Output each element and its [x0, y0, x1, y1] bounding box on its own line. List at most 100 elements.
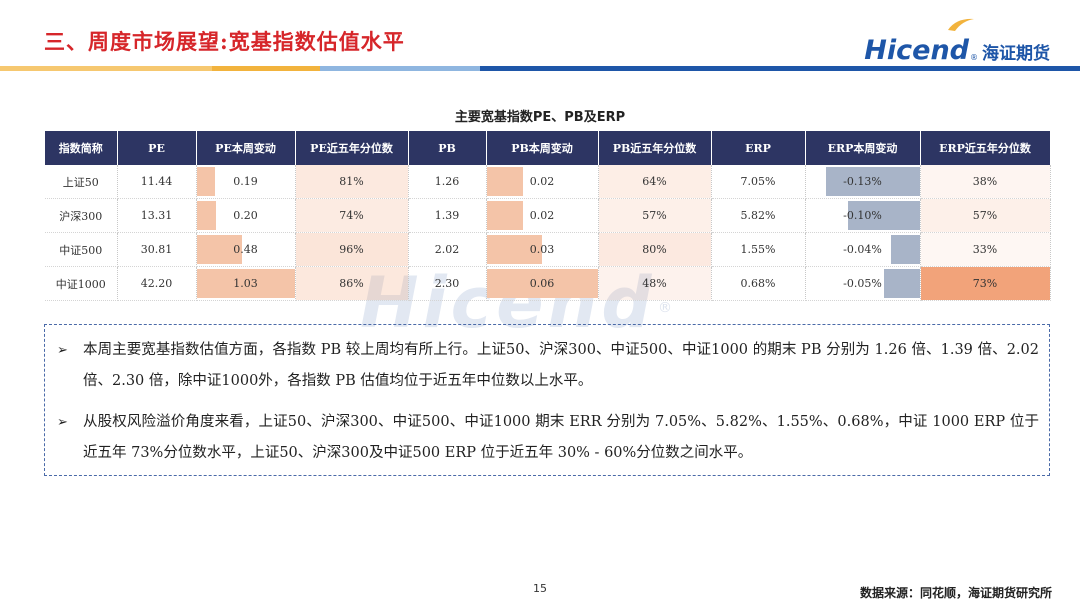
cell-name-text: 中证500 [59, 243, 103, 257]
cell-name: 中证500 [45, 232, 118, 267]
col-header-erp: ERP [711, 131, 806, 165]
erp-change-bar [826, 167, 920, 196]
cell-pe-text: 30.81 [140, 243, 173, 256]
watermark-registered-icon: ® [658, 300, 672, 316]
cell-pe-percentile: 74% [295, 198, 409, 233]
table-row: 中证500 30.81 0.48 96% 2.02 0.03 80% 1.55% -0.04% 3… [45, 232, 1051, 267]
cell-name-text: 上证50 [62, 175, 99, 189]
pb-change-bar [486, 167, 524, 196]
cell-erp-change: -0.10% [805, 198, 921, 233]
cell-erp-percentile: 73% [920, 266, 1051, 301]
cell-erp-percentile: 57% [920, 198, 1051, 233]
header-bar-blue-light [320, 66, 480, 71]
logo-cn-text: 海证期货 [982, 43, 1050, 64]
pe-change-bar [196, 201, 216, 230]
table-header-row: 指数简称 PE PE本周变动 PE近五年分位数 PB PB本周变动 PB近五年分… [45, 131, 1051, 165]
cell-pe-change-text: 0.48 [233, 243, 258, 256]
cell-pe-change-text: 1.03 [233, 277, 258, 290]
col-header-pe: PE [117, 131, 197, 165]
cell-pb-text: 2.02 [434, 243, 460, 256]
cell-erp-text: 0.68% [740, 277, 776, 290]
cell-pe-text: 11.44 [140, 175, 173, 188]
cell-pe-text: 42.20 [140, 277, 173, 290]
cell-pb-percentile-text: 64% [642, 175, 667, 188]
cell-erp-change-text: -0.10% [843, 209, 882, 222]
cell-name: 中证1000 [45, 266, 118, 301]
cell-erp-percentile-text: 38% [972, 175, 998, 188]
hicend-logo: Hicend ® 海证期货 [864, 18, 1050, 66]
cell-pe: 30.81 [117, 232, 197, 267]
col-header-name: 指数简称 [45, 131, 118, 165]
cell-pe: 11.44 [117, 165, 197, 199]
cell-pe-change: 0.48 [196, 232, 296, 267]
cell-erp-percentile-text: 73% [972, 277, 998, 290]
cell-pe-percentile: 86% [295, 266, 409, 301]
cell-name-text: 沪深300 [59, 209, 103, 223]
cell-pe-percentile-text: 86% [339, 277, 364, 290]
col-header-pe-change: PE本周变动 [196, 131, 296, 165]
col-header-pb-change: PB本周变动 [486, 131, 599, 165]
table-caption: 主要宽基指数PE、PB及ERP [454, 110, 626, 125]
table-row: 上证50 11.44 0.19 81% 1.26 0.02 64% 7.05% -0.13% 38… [45, 165, 1051, 199]
col-header-pb-percentile: PB近五年分位数 [598, 131, 712, 165]
summary-text: 本周主要宽基指数估值方面，各指数 PB 较上周均有所上行。上证50、沪深300、… [83, 342, 1039, 389]
cell-pb-change-text: 0.02 [529, 175, 555, 188]
cell-pe-change: 0.19 [196, 165, 296, 199]
cell-pb-percentile-text: 57% [642, 209, 667, 222]
cell-pb: 2.30 [408, 266, 487, 301]
table-row: 沪深300 13.31 0.20 74% 1.39 0.02 57% 5.82% -0.10% 5… [45, 198, 1051, 233]
bullet-arrow-icon: ➢ [57, 415, 68, 430]
erp-change-bar [847, 201, 920, 230]
cell-pb: 1.39 [408, 198, 487, 233]
data-source: 数据来源：同花顺，海证期货研究所 [859, 586, 1052, 600]
header-bar-blue [480, 66, 1080, 71]
cell-erp: 5.82% [711, 198, 806, 233]
cell-pb: 2.02 [408, 232, 487, 267]
cell-pe: 13.31 [117, 198, 197, 233]
logo-text: Hicend [864, 35, 969, 66]
cell-erp-percentile-text: 33% [972, 243, 998, 256]
erp-change-bar [883, 269, 920, 298]
cell-pe-text: 13.31 [140, 209, 173, 222]
cell-pe-change-text: 0.20 [233, 209, 258, 222]
cell-pe-change: 0.20 [196, 198, 296, 233]
pb-change-bar [486, 235, 542, 264]
cell-pe-percentile: 96% [295, 232, 409, 267]
cell-pb: 1.26 [408, 165, 487, 199]
header-bar-yellow-2 [212, 66, 320, 71]
cell-erp-text: 1.55% [740, 243, 776, 256]
cell-pb-percentile: 57% [598, 198, 712, 233]
cell-erp-percentile-text: 57% [972, 209, 998, 222]
pe-change-bar [196, 235, 243, 264]
cell-pe-percentile-text: 96% [339, 243, 364, 256]
page-title: 三、周度市场展望:宽基指数估值水平 [44, 29, 405, 54]
cell-pe-percentile-text: 74% [339, 209, 364, 222]
erp-change-bar [890, 235, 920, 264]
header-bar-yellow-1 [0, 66, 212, 71]
cell-pb-change: 0.03 [486, 232, 599, 267]
logo-swoosh-icon [948, 18, 975, 31]
cell-erp-change-text: -0.13% [843, 175, 882, 188]
table-body: 上证50 11.44 0.19 81% 1.26 0.02 64% 7.05% -0.13% 38… [45, 165, 1051, 301]
cell-erp-change-text: -0.04% [843, 243, 882, 256]
cell-erp-text: 7.05% [740, 175, 776, 188]
cell-pe: 42.20 [117, 266, 197, 301]
cell-pe-percentile-text: 81% [339, 175, 364, 188]
cell-pb-change-text: 0.02 [529, 209, 555, 222]
cell-erp: 7.05% [711, 165, 806, 199]
cell-erp-change: -0.04% [805, 232, 921, 267]
cell-pe-change-text: 0.19 [233, 175, 258, 188]
col-header-pe-percentile: PE近五年分位数 [295, 131, 409, 165]
table-row: 中证1000 42.20 1.03 86% 2.30 0.06 48% 0.68% -0.05%… [45, 266, 1051, 301]
cell-erp-change: -0.05% [805, 266, 921, 301]
pb-change-bar [486, 201, 524, 230]
summary-text: 从股权风险溢价角度来看，上证50、沪深300、中证500、中证1000 期末 E… [83, 414, 1039, 461]
page-number: 15 [533, 582, 547, 595]
bullet-arrow-icon: ➢ [57, 343, 68, 358]
cell-pb-percentile-text: 80% [642, 243, 667, 256]
cell-pb-percentile: 64% [598, 165, 712, 199]
cell-pb-text: 1.39 [434, 209, 460, 222]
cell-erp-change-text: -0.05% [843, 277, 882, 290]
cell-erp: 1.55% [711, 232, 806, 267]
cell-pb-change: 0.06 [486, 266, 599, 301]
